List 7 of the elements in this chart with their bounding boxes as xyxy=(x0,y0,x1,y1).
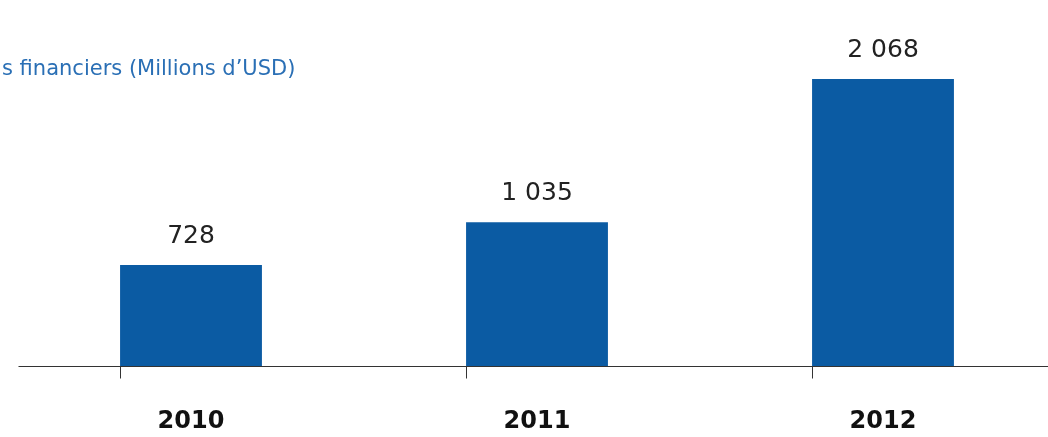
data-label: 2 068 xyxy=(847,34,919,63)
x-tick-label: 2011 xyxy=(503,405,571,434)
x-tick-label: 2012 xyxy=(849,405,917,434)
data-label: 728 xyxy=(167,219,215,249)
data-label: 1 035 xyxy=(501,177,573,207)
x-tick-label: 2010 xyxy=(157,405,225,434)
chart-title: s financiers (Millions d’USD) xyxy=(2,56,296,80)
